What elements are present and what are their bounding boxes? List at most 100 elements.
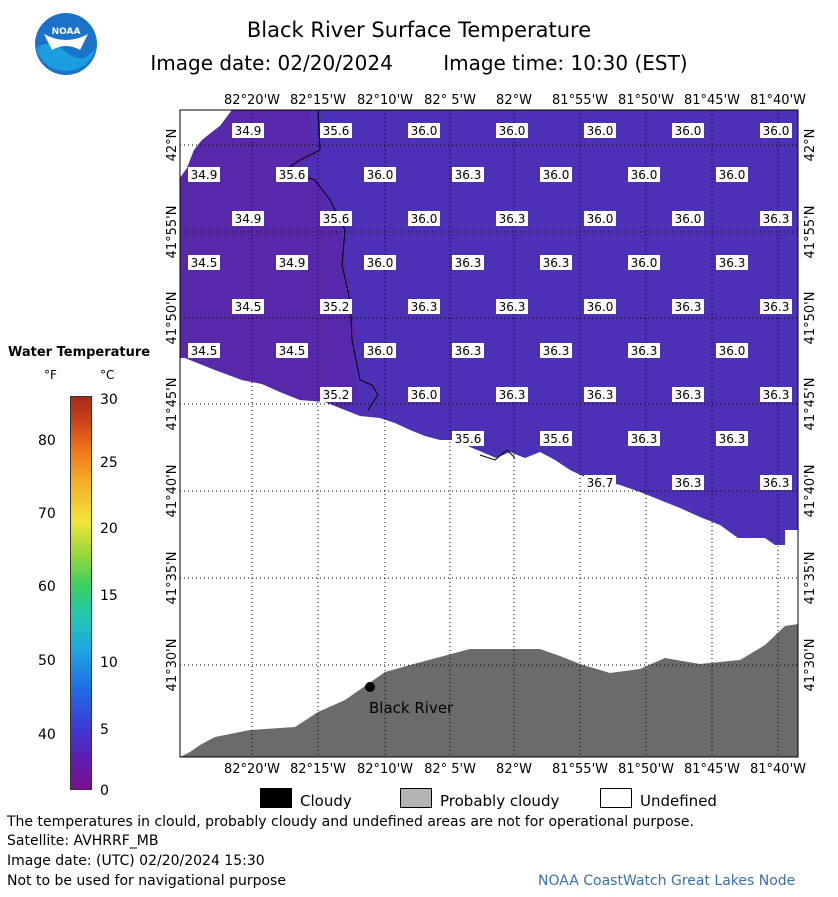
- temperature-label-bg: [408, 211, 440, 226]
- temperature-value: 36.3: [763, 212, 790, 226]
- temperature-value: 36.0: [367, 168, 394, 182]
- temperature-label: 36.0: [584, 299, 616, 314]
- temperature-label-bg: [540, 431, 572, 446]
- satellite-text: Satellite: AVHRRF_MB: [7, 833, 159, 849]
- celsius-tick-label: 15: [100, 588, 118, 604]
- celsius-tick-label: 30: [100, 392, 118, 408]
- temperature-label: 36.3: [672, 299, 704, 314]
- longitude-label-top: 82°10'W: [357, 93, 413, 108]
- temperature-value: 36.7: [587, 476, 614, 490]
- celsius-tick-label: 5: [100, 722, 109, 738]
- longitude-label-bottom: 81°50'W: [618, 762, 674, 777]
- temperature-label-bg: [672, 475, 704, 490]
- latitude-label-left: 41°35'N: [165, 552, 180, 605]
- temperature-label-bg: [320, 211, 352, 226]
- longitude-labels-bottom: 82°20'W 82°15'W 82°10'W 82° 5'W 82°W 81°55'W 8…: [224, 762, 806, 777]
- temperature-value: 34.5: [235, 300, 262, 314]
- temperature-label: 36.0: [672, 211, 704, 226]
- temperature-label: 36.3: [496, 387, 528, 402]
- temperature-label-bg: [584, 211, 616, 226]
- temperature-label-bg: [452, 167, 484, 182]
- temperature-value: 36.3: [499, 300, 526, 314]
- temperature-label: 34.5: [232, 299, 264, 314]
- temperature-value: 34.5: [279, 344, 306, 358]
- legend-undefined-label: Undefined: [640, 792, 717, 810]
- fahrenheit-tick-label: 60: [38, 579, 56, 595]
- temperature-label-bg: [628, 255, 660, 270]
- temperature-label-bg: [584, 299, 616, 314]
- temperature-value: 36.3: [631, 432, 658, 446]
- temperature-label-bg: [232, 123, 264, 138]
- temperature-label: 36.0: [584, 123, 616, 138]
- temperature-value: 36.0: [587, 212, 614, 226]
- temperature-label: 36.3: [584, 387, 616, 402]
- temperature-value: 36.0: [719, 168, 746, 182]
- temperature-label: 36.0: [408, 211, 440, 226]
- temperature-label-bg: [320, 123, 352, 138]
- temperature-value: 36.3: [543, 256, 570, 270]
- longitude-label-bottom: 81°55'W: [552, 762, 608, 777]
- temperature-label-bg: [232, 211, 264, 226]
- longitude-label-bottom: 82°10'W: [357, 762, 413, 777]
- latitude-label-right: 41°45'N: [803, 378, 818, 431]
- color-scale-bar: [70, 396, 92, 790]
- temperature-label: 36.3: [408, 299, 440, 314]
- temperature-label-bg: [628, 167, 660, 182]
- legend-probably-cloudy-swatch: [400, 788, 432, 808]
- temperature-label: 36.0: [364, 167, 396, 182]
- longitude-label-top: 81°40'W: [750, 93, 806, 108]
- longitude-label-top: 81°45'W: [684, 93, 740, 108]
- temperature-label: 36.3: [452, 255, 484, 270]
- temperature-label: 36.3: [716, 431, 748, 446]
- temperature-label: 36.0: [628, 255, 660, 270]
- fahrenheit-tick-label: 80: [38, 433, 56, 449]
- temperature-label: 34.9: [276, 255, 308, 270]
- temperature-label-bg: [496, 211, 528, 226]
- temperature-label-bg: [188, 167, 220, 182]
- temperature-label-bg: [452, 255, 484, 270]
- legend-probably-cloudy-label: Probably cloudy: [440, 792, 560, 810]
- temperature-value: 36.3: [587, 388, 614, 402]
- latitude-labels-left: 42°N 41°55'N 41°50'N 41°45'N 41°40'N 41°35'N 4…: [165, 129, 180, 692]
- temperature-label-bg: [276, 255, 308, 270]
- celsius-tick-label: 0: [100, 783, 109, 799]
- latitude-label-right: 41°35'N: [803, 552, 818, 605]
- temperature-value: 35.6: [279, 168, 306, 182]
- graticule-grid: [180, 110, 798, 757]
- temperature-label: 34.9: [232, 211, 264, 226]
- temperature-value: 36.0: [719, 344, 746, 358]
- temperature-value: 36.0: [543, 168, 570, 182]
- temperature-value: 36.0: [763, 124, 790, 138]
- celsius-tick-label: 20: [100, 521, 118, 537]
- latitude-label-right: 41°50'N: [803, 292, 818, 345]
- shoreline-notch: [479, 449, 516, 461]
- longitude-label-top: 82°15'W: [290, 93, 346, 108]
- temperature-value: 36.3: [455, 168, 482, 182]
- temperature-label-bg: [408, 123, 440, 138]
- credit-text: NOAA CoastWatch Great Lakes Node: [538, 873, 796, 889]
- map-frame: [179, 109, 799, 758]
- temperature-label-bg: [716, 431, 748, 446]
- latitude-label-right: 41°40'N: [803, 465, 818, 518]
- temperature-label: 35.6: [452, 431, 484, 446]
- temperature-label: 36.0: [408, 387, 440, 402]
- temperature-label-bg: [760, 387, 792, 402]
- image-time: Image time: 10:30 (EST): [443, 51, 688, 75]
- temperature-value: 36.3: [675, 300, 702, 314]
- temperature-label-bg: [716, 255, 748, 270]
- lake-erie-water: [180, 109, 798, 545]
- temperature-label: 35.6: [276, 167, 308, 182]
- temperature-value: 34.5: [191, 256, 218, 270]
- celsius-tick-label: 10: [100, 655, 118, 671]
- temperature-label-bg: [540, 255, 572, 270]
- temperature-label-bg: [584, 123, 616, 138]
- noaa-logo-icon: NOAA: [35, 13, 97, 75]
- temperature-value: 36.3: [499, 388, 526, 402]
- celsius-tick-label: 25: [100, 455, 118, 471]
- temperature-label-bg: [364, 167, 396, 182]
- navigation-warning: Not to be used for navigational purpose: [7, 873, 286, 889]
- temperature-label: 35.6: [320, 211, 352, 226]
- temperature-label: 36.0: [408, 123, 440, 138]
- fahrenheit-tick-label: 40: [38, 727, 56, 743]
